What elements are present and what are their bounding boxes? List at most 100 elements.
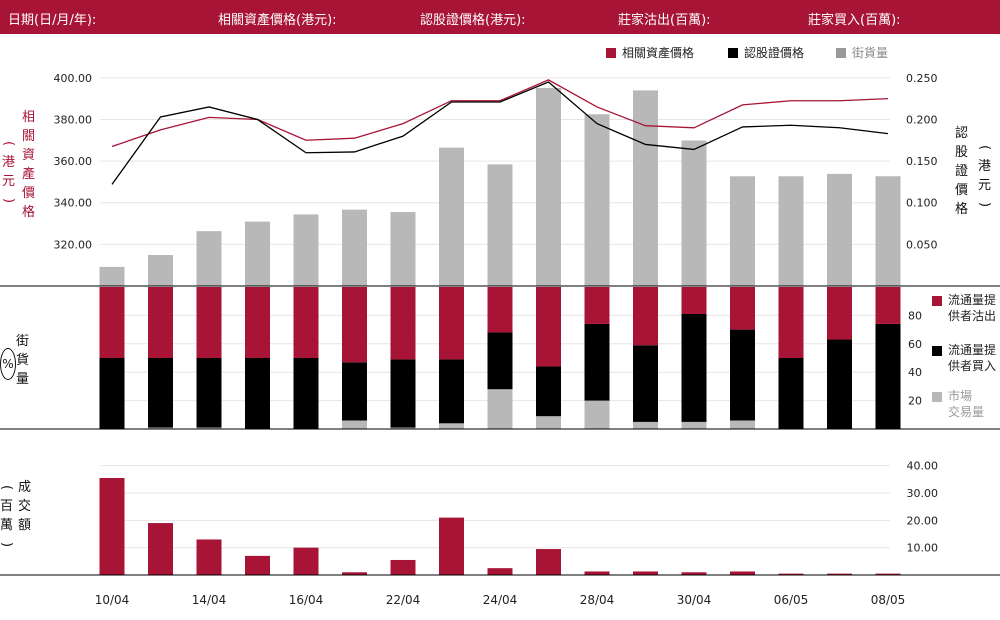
street-volume-bar: [681, 140, 707, 286]
turnover-axis-unit: ( 百 萬 ): [0, 484, 15, 548]
turnover-bar: [439, 517, 464, 575]
legend-underlying: 相關資產價格: [606, 44, 694, 61]
market-volume-bar: [730, 420, 755, 429]
market-volume-bar: [148, 427, 173, 429]
turnover-bar: [245, 555, 270, 575]
mm-bought-bar: [584, 323, 610, 401]
turnover-bar: [681, 572, 707, 575]
turnover-bar: [487, 568, 513, 575]
mm-sold-bar: [536, 287, 561, 367]
legend-warrant-swatch: [728, 48, 738, 58]
warrant-price-line: [111, 81, 889, 185]
legend-street: 街貨量: [836, 44, 888, 61]
bottom-tick-label: 10.00: [907, 542, 939, 555]
right-tick-label: 0.250: [906, 72, 938, 85]
mm-bought-bar: [390, 359, 416, 428]
x-tick-label: 08/05: [871, 593, 906, 607]
side-legend-sold-line: 供者沽出: [948, 309, 997, 323]
street-axis-title-char: 貨: [16, 353, 30, 368]
left-axis-title-char: 資: [22, 148, 36, 163]
right-tick-label: 0.200: [906, 113, 938, 126]
market-volume-bar: [536, 416, 561, 429]
mm-bought-bar: [148, 358, 173, 428]
side-legend-sold-swatch: [932, 296, 942, 306]
left-axis-title: 相 關 資 產 價 格: [22, 108, 35, 222]
x-tick-label: 28/04: [580, 593, 615, 607]
turnover-axis-title-char: 交: [18, 499, 32, 514]
mm-sold-bar: [778, 287, 804, 358]
mm-sold-bar: [875, 287, 901, 324]
side-legend-bought-swatch: [932, 346, 942, 356]
right-axis-title-char: 證: [955, 164, 969, 179]
mm-sold-bar: [730, 287, 755, 330]
turnover-bar: [536, 549, 561, 575]
right-axis-title-char: 股: [955, 145, 969, 160]
legend-warrant-label: 認股證價格: [744, 46, 805, 60]
right-axis-title-char: 認: [955, 126, 969, 141]
turnover-axis-title-char: 成: [18, 480, 32, 495]
turnover-bar: [196, 539, 222, 575]
side-legend-market-line: 市場: [948, 389, 973, 403]
street-axis-title-char: 街: [16, 334, 30, 349]
street-volume-bar: [148, 254, 173, 286]
mm-sold-bar: [487, 287, 513, 333]
turnover-bar: [875, 573, 901, 575]
turnover-bar: [342, 572, 367, 575]
mm-bought-bar: [875, 323, 901, 429]
turnover-axis-unit-char: 百: [0, 499, 14, 514]
middle-tick-label: 40: [908, 366, 922, 379]
mm-bought-bar: [293, 358, 319, 429]
turnover-axis-title: 成 交 額: [18, 478, 31, 535]
header-mm-bought-label: 莊家買入(百萬):: [808, 13, 901, 28]
left-axis-unit-char: 元: [2, 174, 16, 189]
legend-underlying-label: 相關資產價格: [622, 46, 695, 60]
mm-sold-bar: [99, 287, 125, 358]
left-axis-unit-char: 港: [2, 155, 16, 170]
mm-sold-bar: [245, 287, 270, 358]
market-volume-bar: [196, 427, 222, 429]
mm-bought-bar: [730, 329, 755, 421]
left-axis-title-char: 價: [22, 186, 36, 201]
right-axis-unit: ( 港 元 ): [977, 144, 993, 208]
left-axis-title-char: 關: [22, 129, 36, 144]
header-underlying-price-label: 相關資產價格(港元):: [218, 13, 337, 28]
header-bar: 日期(日/月/年): 相關資產價格(港元): 認股證價格(港元): 莊家沽出(百…: [0, 0, 1000, 34]
street-volume-bar: [293, 214, 319, 286]
turnover-bar: [827, 573, 852, 575]
underlying-price-line: [111, 79, 889, 148]
market-volume-bar: [487, 389, 513, 429]
mm-sold-bar: [633, 287, 658, 346]
legend-street-swatch: [836, 48, 846, 58]
street-volume-bar: [99, 266, 125, 286]
street-axis-title: 街 貨 量: [16, 332, 29, 389]
mm-bought-bar: [778, 358, 804, 429]
side-legend-market-swatch: [932, 392, 942, 402]
left-tick-label: 380.00: [54, 113, 93, 126]
side-legend-market-line: 交易量: [948, 405, 985, 419]
street-axis-title-char: 量: [16, 372, 30, 387]
street-volume-bar: [584, 114, 610, 286]
left-tick-label: 360.00: [54, 155, 93, 168]
bottom-tick-label: 40.00: [907, 460, 939, 473]
mm-sold-bar: [584, 287, 610, 324]
market-volume-bar: [390, 427, 416, 429]
street-volume-bar: [390, 212, 416, 286]
mm-sold-bar: [196, 287, 222, 358]
turnover-bar: [390, 559, 416, 575]
left-tick-label: 400.00: [54, 72, 93, 85]
mm-sold-bar: [681, 287, 707, 314]
street-volume-bar: [342, 209, 367, 286]
street-volume-bar: [827, 173, 852, 286]
legend-street-label: 街貨量: [852, 46, 889, 60]
turnover-axis-title-char: 額: [18, 518, 32, 533]
left-tick-label: 320.00: [54, 238, 93, 251]
left-axis-title-char: 產: [22, 167, 36, 182]
street-volume-bar: [730, 176, 755, 286]
mm-sold-bar: [827, 287, 852, 340]
street-volume-bar: [778, 176, 804, 286]
x-tick-label: 10/04: [95, 593, 130, 607]
street-volume-bar: [875, 176, 901, 286]
x-tick-label: 30/04: [677, 593, 712, 607]
mm-sold-bar: [293, 287, 319, 358]
x-tick-label: 14/04: [192, 593, 227, 607]
